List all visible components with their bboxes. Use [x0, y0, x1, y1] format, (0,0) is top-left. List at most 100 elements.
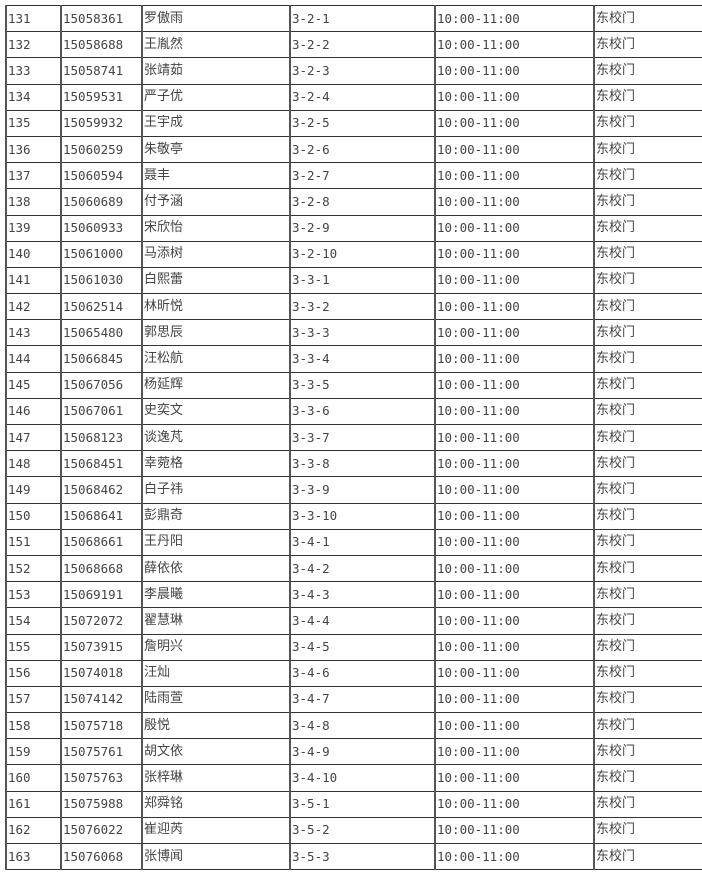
- student-name-cell: 崔迎芮: [141, 816, 291, 845]
- seat-code-cell: 3-2-2: [289, 31, 436, 59]
- row-number-cell: 135: [5, 109, 62, 137]
- time-slot-cell: 10:00-11:00: [434, 57, 595, 85]
- student-id-cell: 15076068: [60, 842, 143, 871]
- row-number-cell: 161: [5, 790, 62, 818]
- time-slot-cell: 10:00-11:00: [434, 581, 595, 609]
- student-id-cell: 15075761: [60, 738, 143, 766]
- row-number-cell: 139: [5, 214, 62, 242]
- time-slot-cell: 10:00-11:00: [434, 450, 595, 478]
- student-name-cell: 幸菀格: [141, 450, 291, 478]
- student-id-cell: 15068123: [60, 423, 143, 452]
- student-id-cell: 15067056: [60, 371, 143, 399]
- row-number-cell: 148: [5, 450, 62, 478]
- table-row: 150 15068641 彭鼎奇 3-3-10 10:00-11:00 东校门: [5, 502, 702, 530]
- time-slot-cell: 10:00-11:00: [434, 476, 595, 504]
- table-row: 163 15076068 张博闻 3-5-3 10:00-11:00 东校门: [5, 842, 702, 871]
- time-slot-cell: 10:00-11:00: [434, 293, 595, 321]
- student-name-cell: 翟慧琳: [141, 607, 291, 635]
- table-row: 135 15059932 王宇成 3-2-5 10:00-11:00 东校门: [5, 109, 702, 137]
- table-row: 153 15069191 李晨曦 3-4-3 10:00-11:00 东校门: [5, 581, 702, 609]
- gate-cell: 东校门: [593, 397, 702, 426]
- table-row: 144 15066845 汪松航 3-3-4 10:00-11:00 东校门: [5, 345, 702, 373]
- row-number-cell: 153: [5, 581, 62, 609]
- seat-code-cell: 3-5-1: [289, 790, 436, 818]
- student-id-cell: 15067061: [60, 397, 143, 426]
- row-number-cell: 136: [5, 135, 62, 164]
- time-slot-cell: 10:00-11:00: [434, 423, 595, 452]
- table-row: 162 15076022 崔迎芮 3-5-2 10:00-11:00 东校门: [5, 816, 702, 845]
- row-number-cell: 132: [5, 31, 62, 59]
- time-slot-cell: 10:00-11:00: [434, 266, 595, 295]
- student-id-cell: 15072072: [60, 607, 143, 635]
- student-name-cell: 聂丰: [141, 162, 291, 190]
- seat-code-cell: 3-3-3: [289, 319, 436, 347]
- table-row: 148 15068451 幸菀格 3-3-8 10:00-11:00 东校门: [5, 450, 702, 478]
- student-id-cell: 15068661: [60, 528, 143, 556]
- seat-code-cell: 3-2-9: [289, 214, 436, 242]
- student-name-cell: 李晨曦: [141, 581, 291, 609]
- seat-code-cell: 3-3-9: [289, 476, 436, 504]
- row-number-cell: 158: [5, 712, 62, 740]
- gate-cell: 东校门: [593, 162, 702, 190]
- table-body: 131 15058361 罗傲雨 3-2-1 10:00-11:00 东校门 132 1505…: [5, 4, 702, 871]
- gate-cell: 东校门: [593, 842, 702, 871]
- row-number-cell: 155: [5, 633, 62, 661]
- gate-cell: 东校门: [593, 135, 702, 164]
- seat-code-cell: 3-4-10: [289, 764, 436, 792]
- student-id-cell: 15068641: [60, 502, 143, 530]
- seat-code-cell: 3-3-8: [289, 450, 436, 478]
- table-row: 142 15062514 林昕悦 3-3-2 10:00-11:00 东校门: [5, 293, 702, 321]
- time-slot-cell: 10:00-11:00: [434, 816, 595, 845]
- table-row: 161 15075988 郑舜铭 3-5-1 10:00-11:00 东校门: [5, 790, 702, 818]
- table-row: 159 15075761 胡文依 3-4-9 10:00-11:00 东校门: [5, 738, 702, 766]
- seat-code-cell: 3-4-9: [289, 738, 436, 766]
- row-number-cell: 141: [5, 266, 62, 295]
- student-id-cell: 15061030: [60, 266, 143, 295]
- student-name-cell: 罗傲雨: [141, 4, 291, 33]
- gate-cell: 东校门: [593, 214, 702, 242]
- gate-cell: 东校门: [593, 633, 702, 661]
- gate-cell: 东校门: [593, 581, 702, 609]
- student-name-cell: 郑舜铭: [141, 790, 291, 818]
- gate-cell: 东校门: [593, 502, 702, 530]
- time-slot-cell: 10:00-11:00: [434, 738, 595, 766]
- student-id-cell: 15060933: [60, 214, 143, 242]
- gate-cell: 东校门: [593, 607, 702, 635]
- row-number-cell: 150: [5, 502, 62, 530]
- gate-cell: 东校门: [593, 4, 702, 33]
- table-row: 145 15067056 杨延辉 3-3-5 10:00-11:00 东校门: [5, 371, 702, 399]
- student-id-cell: 15059932: [60, 109, 143, 137]
- time-slot-cell: 10:00-11:00: [434, 83, 595, 111]
- student-id-cell: 15066845: [60, 345, 143, 373]
- seat-code-cell: 3-3-7: [289, 423, 436, 452]
- gate-cell: 东校门: [593, 659, 702, 687]
- student-name-cell: 王胤然: [141, 31, 291, 59]
- student-name-cell: 严子优: [141, 83, 291, 111]
- row-number-cell: 162: [5, 816, 62, 845]
- gate-cell: 东校门: [593, 790, 702, 818]
- seat-code-cell: 3-3-1: [289, 266, 436, 295]
- gate-cell: 东校门: [593, 188, 702, 216]
- row-number-cell: 144: [5, 345, 62, 373]
- time-slot-cell: 10:00-11:00: [434, 633, 595, 661]
- time-slot-cell: 10:00-11:00: [434, 502, 595, 530]
- student-name-cell: 史奕文: [141, 397, 291, 426]
- time-slot-cell: 10:00-11:00: [434, 319, 595, 347]
- student-name-cell: 林昕悦: [141, 293, 291, 321]
- gate-cell: 东校门: [593, 423, 702, 452]
- student-id-cell: 15065480: [60, 319, 143, 347]
- time-slot-cell: 10:00-11:00: [434, 607, 595, 635]
- student-name-cell: 殷悦: [141, 712, 291, 740]
- seat-code-cell: 3-3-4: [289, 345, 436, 373]
- row-number-cell: 147: [5, 423, 62, 452]
- student-id-cell: 15060594: [60, 162, 143, 190]
- table-row: 133 15058741 张靖茹 3-2-3 10:00-11:00 东校门: [5, 57, 702, 85]
- gate-cell: 东校门: [593, 293, 702, 321]
- table-row: 152 15068668 薛依依 3-4-2 10:00-11:00 东校门: [5, 554, 702, 583]
- table-row: 155 15073915 詹明兴 3-4-5 10:00-11:00 东校门: [5, 633, 702, 661]
- gate-cell: 东校门: [593, 31, 702, 59]
- time-slot-cell: 10:00-11:00: [434, 764, 595, 792]
- table-row: 140 15061000 马添树 3-2-10 10:00-11:00 东校门: [5, 240, 702, 268]
- student-id-cell: 15058361: [60, 4, 143, 33]
- gate-cell: 东校门: [593, 476, 702, 504]
